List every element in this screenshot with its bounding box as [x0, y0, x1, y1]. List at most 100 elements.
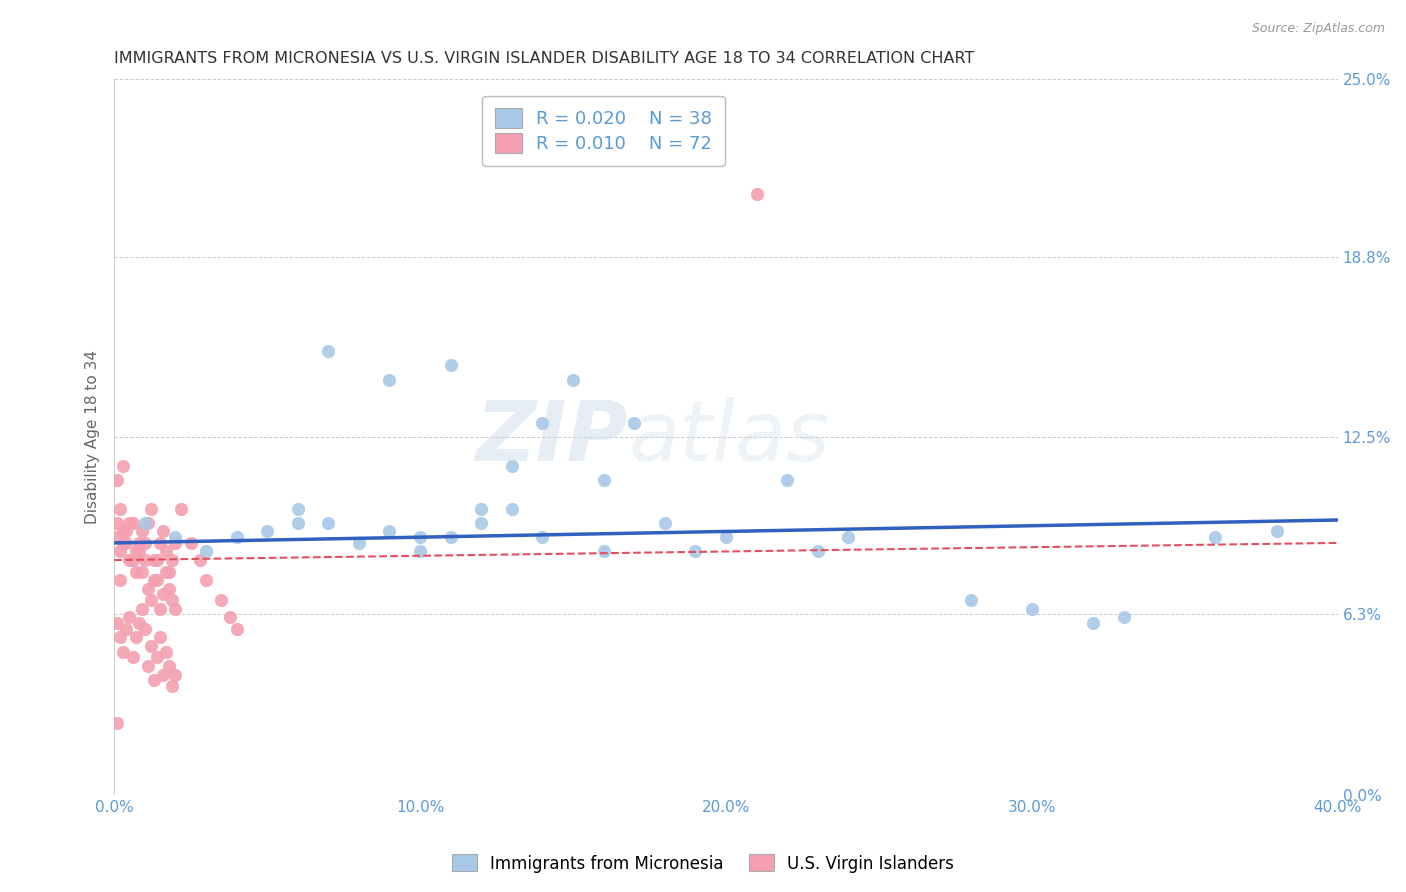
Point [146, 573, 169, 587]
Point [118, 553, 141, 567]
Point [112, 524, 135, 539]
Point [142, 573, 165, 587]
Point [105, 615, 128, 630]
Point [837, 530, 859, 544]
Point [654, 516, 676, 530]
Point [149, 601, 172, 615]
Point [256, 524, 278, 539]
Point [157, 565, 180, 579]
Point [139, 639, 162, 653]
Point [131, 565, 153, 579]
Y-axis label: Disability Age 18 to 34: Disability Age 18 to 34 [86, 350, 100, 524]
Point [170, 501, 193, 516]
Point [162, 679, 184, 693]
Point [287, 516, 309, 530]
Text: ZIP: ZIP [475, 397, 628, 477]
Point [139, 593, 162, 607]
Point [1265, 524, 1288, 539]
Point [121, 516, 143, 530]
Point [134, 622, 156, 636]
Point [592, 544, 614, 558]
Point [714, 530, 737, 544]
Point [165, 530, 187, 544]
Point [139, 501, 162, 516]
Point [776, 473, 799, 487]
Point [531, 416, 554, 430]
Point [318, 344, 340, 359]
Point [225, 622, 247, 636]
Text: Source: ZipAtlas.com: Source: ZipAtlas.com [1251, 22, 1385, 36]
Point [378, 373, 401, 387]
Point [121, 553, 143, 567]
Point [180, 536, 202, 550]
Point [209, 593, 232, 607]
Point [194, 544, 217, 558]
Point [165, 536, 187, 550]
Legend: Immigrants from Micronesia, U.S. Virgin Islanders: Immigrants from Micronesia, U.S. Virgin … [446, 847, 960, 880]
Point [131, 524, 153, 539]
Point [110, 501, 132, 516]
Point [115, 622, 138, 636]
Point [347, 536, 370, 550]
Point [105, 716, 128, 731]
Point [470, 516, 492, 530]
Point [149, 536, 172, 550]
Point [112, 458, 135, 473]
Point [136, 582, 159, 596]
Point [1204, 530, 1226, 544]
Point [225, 530, 247, 544]
Point [146, 650, 169, 665]
Point [155, 645, 177, 659]
Point [1081, 615, 1104, 630]
Point [152, 667, 174, 681]
Point [318, 516, 340, 530]
Point [219, 610, 242, 624]
Point [110, 630, 132, 644]
Point [152, 587, 174, 601]
Point [194, 573, 217, 587]
Point [121, 650, 143, 665]
Point [409, 530, 432, 544]
Point [157, 659, 180, 673]
Point [440, 359, 463, 373]
Point [118, 516, 141, 530]
Point [165, 667, 187, 681]
Text: atlas: atlas [628, 397, 830, 477]
Point [112, 536, 135, 550]
Point [115, 536, 138, 550]
Point [470, 501, 492, 516]
Point [188, 553, 211, 567]
Point [146, 553, 169, 567]
Point [157, 582, 180, 596]
Point [124, 544, 146, 558]
Point [685, 544, 707, 558]
Point [501, 501, 523, 516]
Point [378, 524, 401, 539]
Point [110, 544, 132, 558]
Point [745, 186, 768, 201]
Point [115, 524, 138, 539]
Point [562, 373, 585, 387]
Point [162, 593, 184, 607]
Point [128, 615, 150, 630]
Point [1021, 601, 1043, 615]
Point [149, 630, 172, 644]
Point [501, 458, 523, 473]
Point [155, 565, 177, 579]
Point [124, 630, 146, 644]
Point [136, 659, 159, 673]
Point [531, 530, 554, 544]
Point [110, 573, 132, 587]
Point [623, 416, 645, 430]
Point [112, 645, 135, 659]
Point [142, 553, 165, 567]
Legend: R = 0.020    N = 38, R = 0.010    N = 72: R = 0.020 N = 38, R = 0.010 N = 72 [482, 95, 725, 166]
Point [155, 544, 177, 558]
Text: IMMIGRANTS FROM MICRONESIA VS U.S. VIRGIN ISLANDER DISABILITY AGE 18 TO 34 CORRE: IMMIGRANTS FROM MICRONESIA VS U.S. VIRGI… [114, 51, 974, 66]
Point [124, 565, 146, 579]
Point [287, 501, 309, 516]
Point [128, 536, 150, 550]
Point [105, 516, 128, 530]
Point [128, 544, 150, 558]
Point [165, 601, 187, 615]
